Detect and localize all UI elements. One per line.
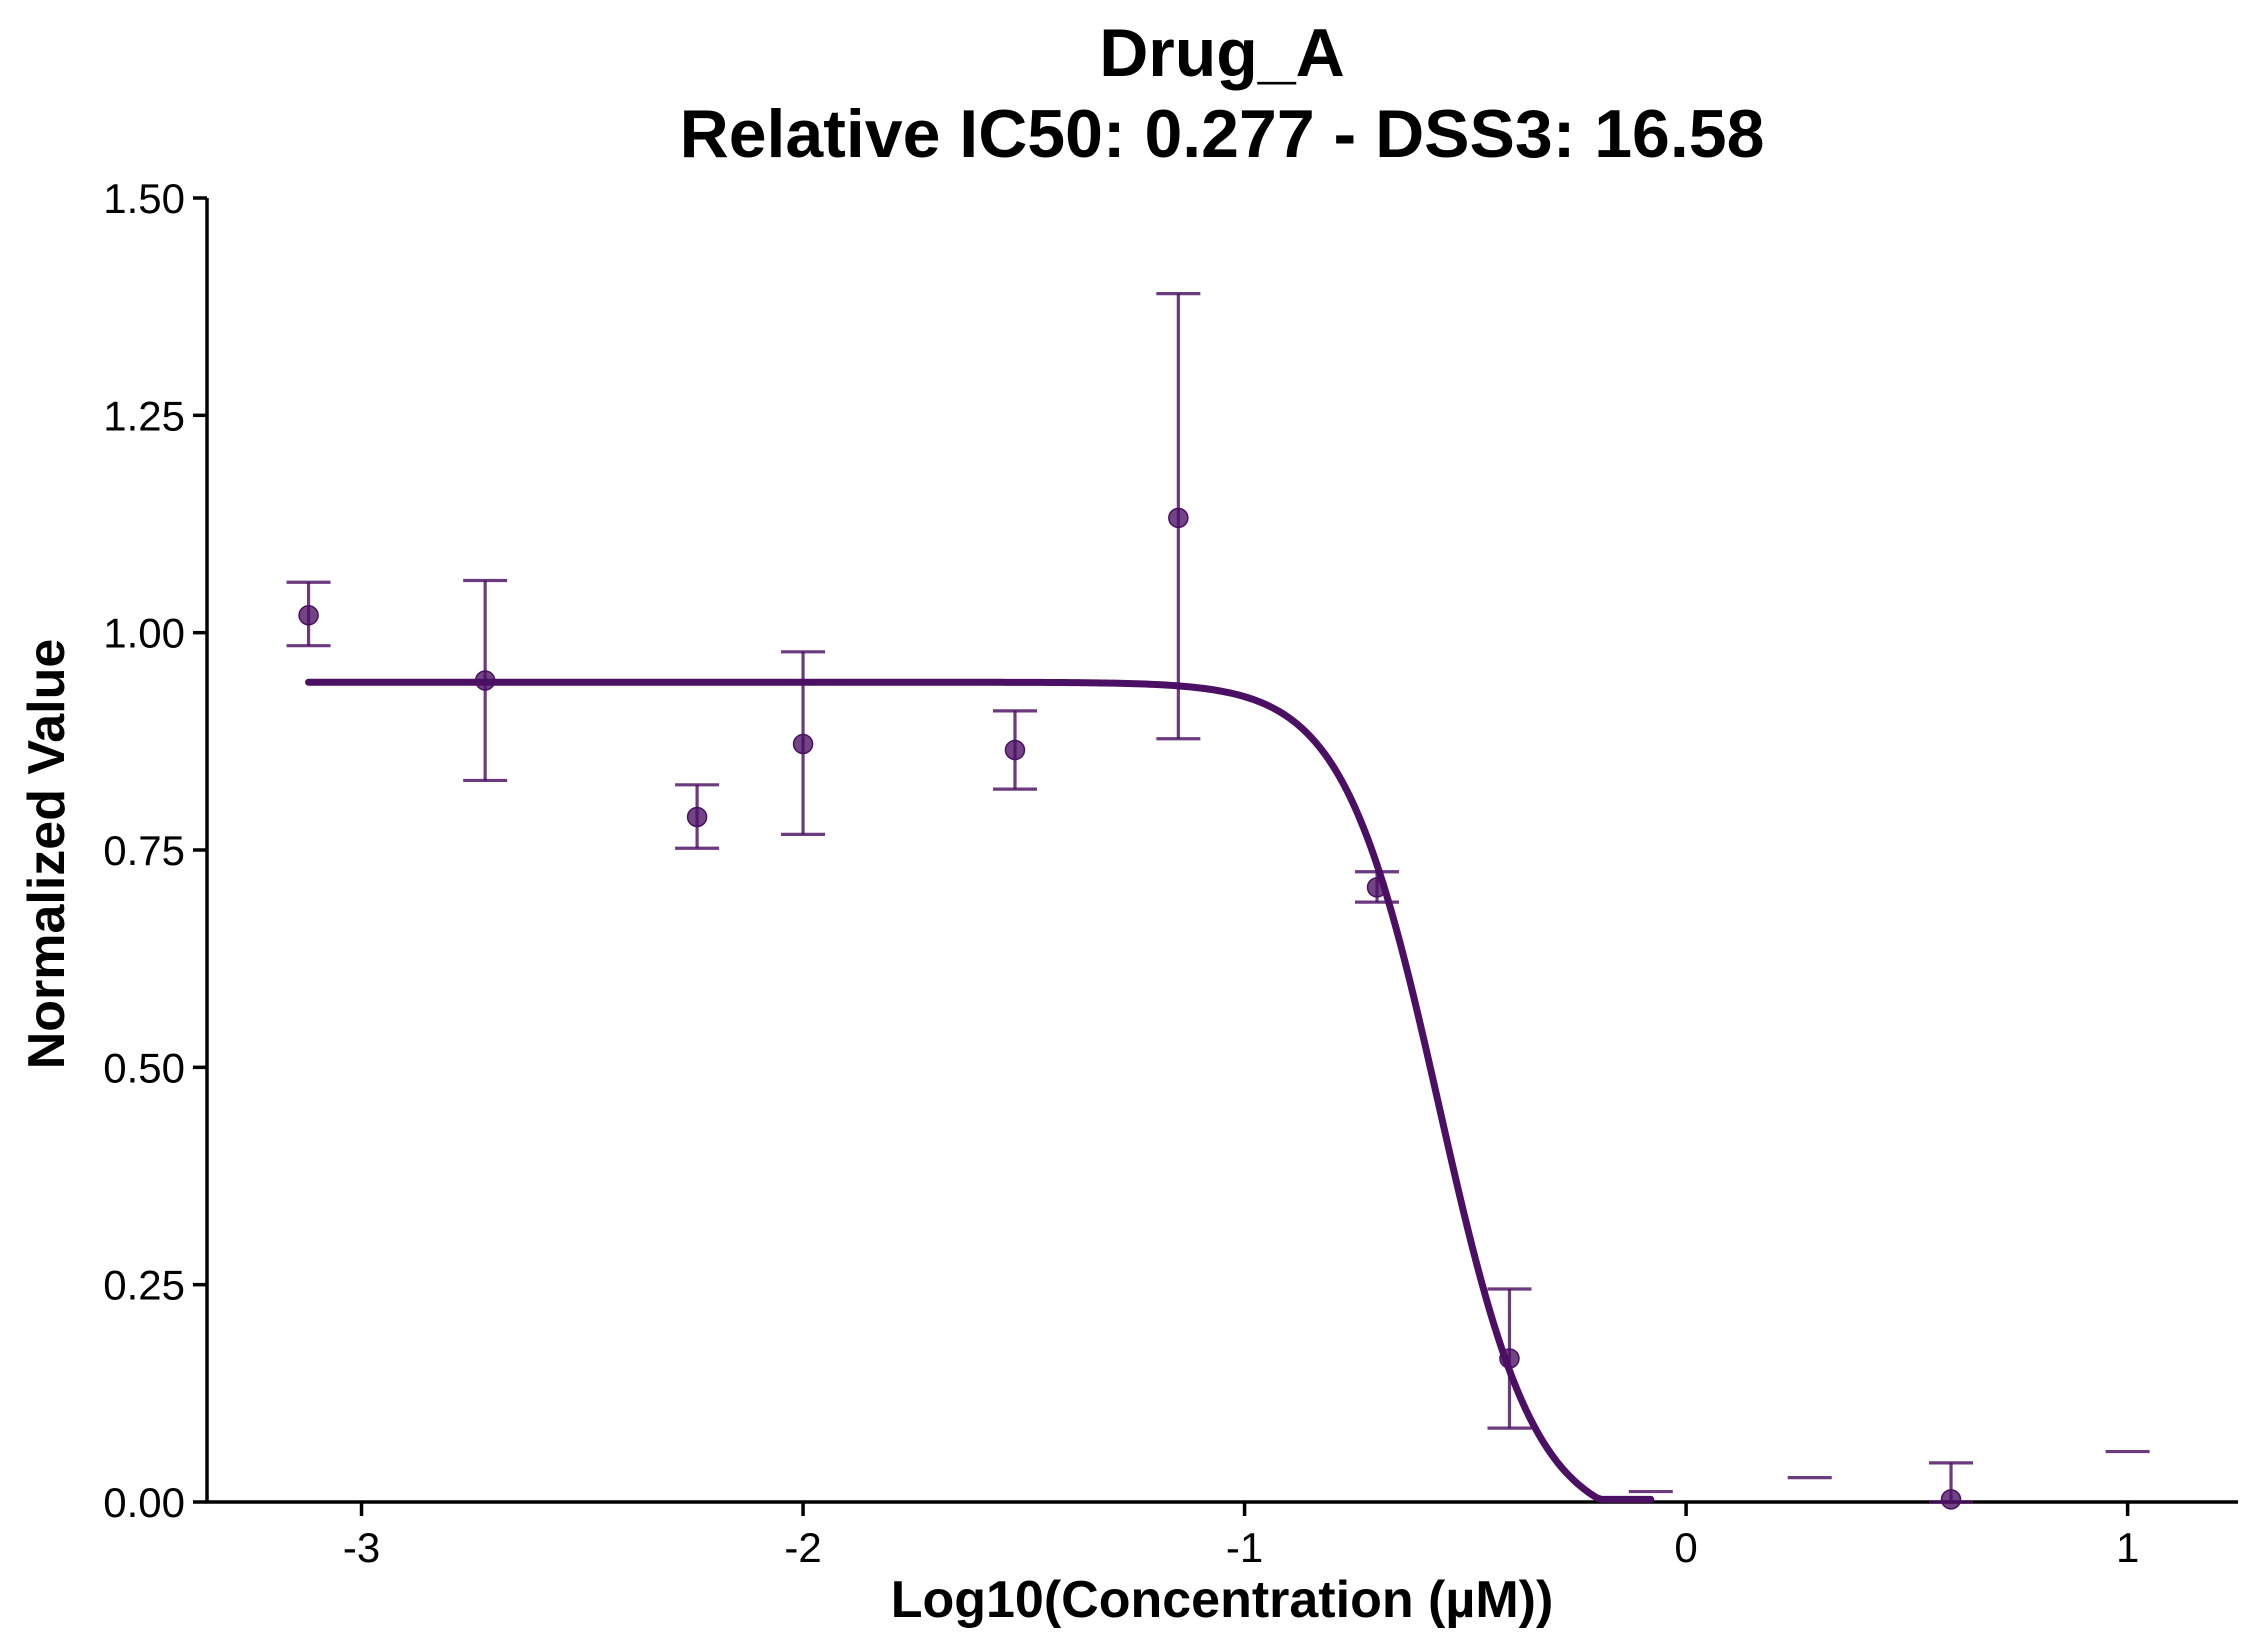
data-point (474, 670, 496, 691)
x-tick-label: 0 (1674, 1524, 1697, 1571)
chart-titles: Drug_A Relative IC50: 0.277 - DSS3: 16.5… (680, 15, 1765, 172)
data-point (686, 806, 708, 828)
y-tick-label: 1.00 (103, 610, 185, 657)
data-point-layer (298, 507, 1962, 1510)
data-point (1168, 507, 1189, 529)
error-bar-layer (286, 292, 2150, 1504)
x-tick-label: -2 (784, 1524, 821, 1571)
chart-subtitle: Relative IC50: 0.277 - DSS3: 16.58 (680, 96, 1765, 172)
data-point (1366, 877, 1388, 898)
data-point (792, 733, 814, 755)
y-tick-label: 0.75 (103, 827, 185, 874)
x-tick-label: 1 (2116, 1524, 2139, 1571)
x-axis-title: Log10(Concentration (µM)) (891, 1571, 1554, 1629)
x-tick-label: -1 (1226, 1524, 1263, 1571)
y-axis-title: Normalized Value (18, 639, 76, 1070)
chart-title: Drug_A (1099, 15, 1345, 91)
y-tick-label: 1.50 (103, 175, 185, 222)
y-tick-label: 1.25 (103, 392, 185, 439)
y-tick-label: 0.50 (103, 1044, 185, 1091)
y-tick-label: 0.25 (103, 1262, 185, 1309)
y-tick-label: 0.00 (103, 1479, 185, 1526)
x-tick-label: -3 (343, 1524, 380, 1571)
fit-curve-layer (305, 678, 1655, 1503)
data-point (1499, 1348, 1520, 1369)
data-point (1940, 1489, 1962, 1510)
data-point (298, 605, 319, 626)
fit-curve (305, 678, 1655, 1503)
data-point (1004, 739, 1026, 761)
axes: 0.00 0.25 0.50 0.75 1.00 1.25 1.50 -3 -2 -1 0 1 (103, 175, 2238, 1571)
